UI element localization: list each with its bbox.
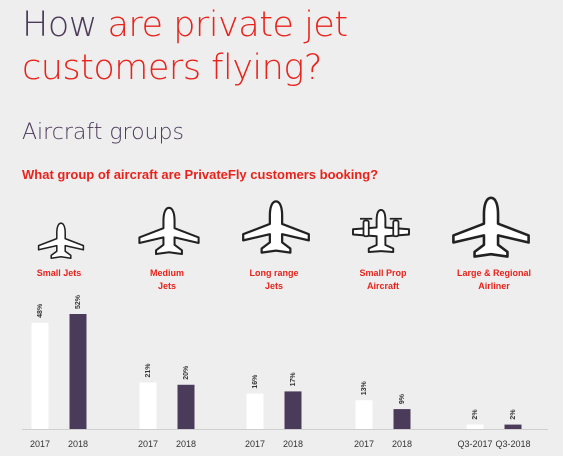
headline-part-1: How [22,5,108,45]
bar-value-label: 48% [37,303,44,318]
bar [504,424,522,429]
bar-value-label: 2% [472,409,479,420]
category-label: Airliner [478,281,510,291]
category-label: Aircraft [367,281,399,291]
bar-value-label: 20% [183,365,190,380]
bar [355,400,373,429]
bar-value-label: 17% [290,372,297,387]
small-jet-icon [37,222,85,259]
x-tick-label: 2017 [30,439,50,449]
category-label: Long range [250,268,299,278]
bar-value-label: 2% [510,409,517,420]
x-tick-label: 2018 [176,439,196,449]
category-label: Jets [265,281,283,291]
x-tick-label: 2018 [392,439,412,449]
x-tick-label: 2017 [245,439,265,449]
headline-part-2: are private jet [107,5,348,45]
bar [139,382,157,429]
small-prop-aircraft-icon [352,209,410,253]
bar-value-label: 9% [399,393,406,404]
category-label: Medium [150,268,184,278]
x-tick-label: Q3-2018 [495,439,530,449]
category-label: Small Jets [37,268,82,278]
bar [284,391,302,429]
category-label: Small Prop [359,268,407,278]
chart-question: What group of aircraft are PrivateFly cu… [22,167,379,182]
category-label: Large & Regional [457,268,531,278]
bar-value-label: 21% [145,363,152,378]
medium-jet-icon [138,206,200,256]
bar [466,424,484,429]
airliner-icon [452,196,530,258]
section-title: Aircraft groups [22,120,184,145]
bar-value-label: 13% [361,380,368,395]
bar [31,322,49,429]
bar [246,393,264,429]
x-tick-label: 2017 [354,439,374,449]
headline-part-3: customers flying? [22,48,322,88]
x-tick-label: Q3-2017 [457,439,492,449]
x-tick-label: 2017 [138,439,158,449]
x-tick-label: 2018 [283,439,303,449]
category-label: Jets [158,281,176,291]
long-range-jet-icon [242,200,310,254]
x-tick-label: 2018 [68,439,88,449]
headline: How are private jet customers flying? [22,4,348,90]
bar [69,314,87,429]
bar [177,384,195,429]
bar-value-label: 52% [75,294,82,309]
bar [393,409,411,429]
bar-value-label: 16% [252,374,259,389]
